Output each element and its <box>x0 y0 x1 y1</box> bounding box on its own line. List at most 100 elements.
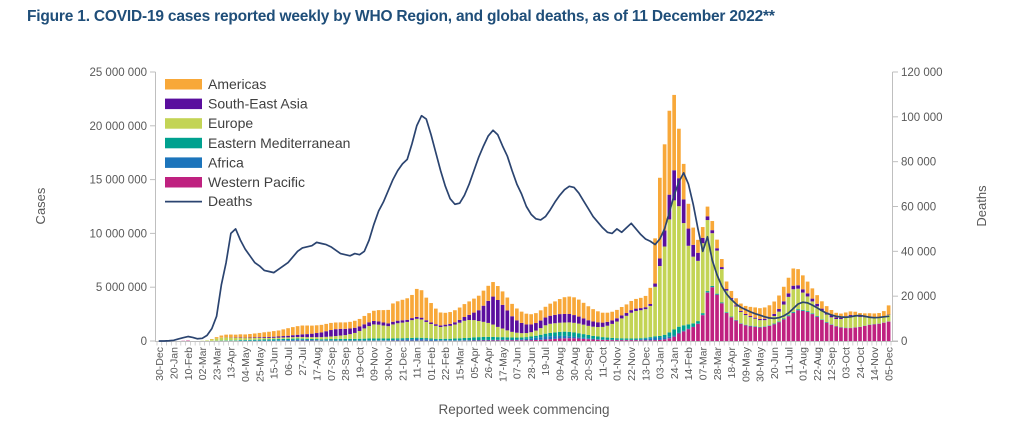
bar-segment <box>433 339 438 341</box>
bar-segment <box>729 290 734 299</box>
bar-segment <box>591 335 595 339</box>
x-tick-label: 19-Oct <box>354 347 366 379</box>
bar-segment <box>467 314 472 321</box>
bar-segment <box>781 286 786 302</box>
bar-segment <box>291 338 295 340</box>
bar-segment <box>543 306 548 318</box>
bar-segment <box>576 333 581 338</box>
bar-segment <box>433 338 438 340</box>
bar-segment <box>600 337 605 340</box>
bar-segment <box>791 285 796 290</box>
bar-segment <box>519 340 524 341</box>
bar-segment <box>629 338 634 340</box>
bar-segment <box>386 309 390 324</box>
bar-segment <box>700 237 705 244</box>
bar-segment <box>362 338 367 341</box>
bar-segment <box>691 327 696 341</box>
bar-segment <box>538 320 543 329</box>
bar-segment <box>576 316 581 324</box>
bar-segment <box>662 246 667 335</box>
bar-segment <box>410 337 414 340</box>
x-tick-label: 01-Feb <box>426 347 438 380</box>
bar-segment <box>319 337 324 340</box>
bar-segment <box>491 339 495 341</box>
bar-segment <box>843 317 848 328</box>
bar-segment <box>691 227 696 245</box>
x-tick-label: 20-Jan <box>168 347 180 379</box>
bar-segment <box>500 337 505 340</box>
bar-segment <box>748 316 753 318</box>
bar-segment <box>443 312 448 325</box>
bar-segment <box>300 325 305 335</box>
bar-segment <box>872 313 877 318</box>
bar-segment <box>338 322 343 329</box>
bar-segment <box>686 228 691 246</box>
bar-segment <box>567 336 572 339</box>
bar-segment <box>548 339 553 341</box>
bar-segment <box>457 319 462 323</box>
bar-segment <box>515 337 519 340</box>
bar-segment <box>882 322 886 341</box>
bar-segment <box>638 338 643 340</box>
bar-segment <box>433 308 438 325</box>
bar-segment <box>510 337 514 340</box>
bar-segment <box>367 322 371 327</box>
bar-segment <box>834 319 839 327</box>
bar-segment <box>467 340 472 341</box>
x-tick-label: 28-Jun <box>526 347 538 379</box>
bar-segment <box>586 325 591 335</box>
bar-segment <box>395 338 400 340</box>
bar-segment <box>276 337 281 340</box>
bar-segment <box>672 94 676 171</box>
bar-segment <box>491 324 495 337</box>
bar-segment <box>310 340 314 341</box>
bar-segment <box>305 337 309 339</box>
bar-segment <box>734 320 738 341</box>
bar-segment <box>586 320 591 326</box>
bar-segment <box>229 337 233 341</box>
bar-segment <box>300 334 305 338</box>
bar-segment <box>510 331 514 338</box>
bar-segment <box>767 318 772 326</box>
bar-segment <box>653 283 657 287</box>
bar-segment <box>329 339 333 341</box>
bar-segment <box>681 199 686 224</box>
bar-segment <box>295 338 300 340</box>
bar-segment <box>681 223 686 326</box>
x-axis-ticks <box>156 341 892 346</box>
bar-segment <box>286 338 290 341</box>
bar-segment <box>581 318 586 325</box>
bar-segment <box>619 338 624 340</box>
bar-segment <box>400 339 405 341</box>
bar-segment <box>267 337 271 340</box>
x-tick-label: 26-Apr <box>483 346 495 378</box>
bar-segment <box>615 340 619 341</box>
bar-segment <box>534 330 538 336</box>
bar-segment <box>271 339 276 341</box>
bar-segment <box>243 334 248 338</box>
bar-segment <box>619 318 624 339</box>
bar-segment <box>877 313 881 318</box>
bar-segment <box>457 322 462 339</box>
bar-segment <box>615 318 619 322</box>
x-tick-label: 27-Jul <box>297 347 309 376</box>
y-right-tick-label: 0 <box>901 336 907 348</box>
bar-segment <box>800 309 805 311</box>
bar-segment <box>796 288 800 310</box>
bar-segment <box>410 294 414 319</box>
bar-segment <box>853 311 858 316</box>
bar-segment <box>376 321 381 325</box>
bar-segment <box>238 340 243 341</box>
bar-segment <box>610 323 615 338</box>
bar-segment <box>753 307 757 318</box>
bar-segment <box>538 337 543 340</box>
bar-segment <box>495 326 500 338</box>
bar-segment <box>824 314 829 323</box>
bar-segment <box>805 293 810 297</box>
bar-segment <box>557 299 562 315</box>
bar-segment <box>615 338 619 340</box>
bar-segment <box>410 318 414 321</box>
bar-segment <box>615 321 619 339</box>
x-tick-label: 15-Mar <box>454 347 466 381</box>
x-tick-label: 07-Mar <box>698 347 710 381</box>
